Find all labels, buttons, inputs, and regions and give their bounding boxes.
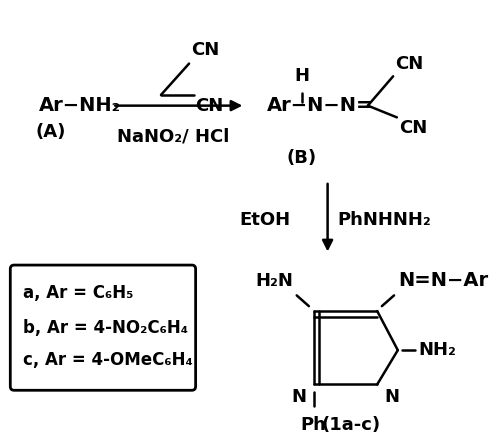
Text: CN: CN [191, 41, 219, 59]
Text: (B): (B) [286, 150, 316, 167]
Text: a, Ar = C₆H₅: a, Ar = C₆H₅ [24, 284, 134, 303]
Text: Ar−N−N=: Ar−N−N= [267, 96, 374, 115]
Text: (1a-c): (1a-c) [322, 416, 380, 435]
Text: N: N [384, 388, 400, 406]
FancyBboxPatch shape [10, 265, 196, 390]
Text: H: H [295, 67, 310, 85]
Text: CN: CN [398, 119, 427, 137]
Text: PhNHNH₂: PhNHNH₂ [337, 211, 430, 229]
Text: NaNO₂/ HCl: NaNO₂/ HCl [117, 128, 230, 146]
Text: b, Ar = 4-NO₂C₆H₄: b, Ar = 4-NO₂C₆H₄ [24, 319, 188, 337]
Text: EtOH: EtOH [239, 211, 290, 229]
Text: H₂N: H₂N [255, 272, 293, 290]
Text: c, Ar = 4-OMeC₆H₄: c, Ar = 4-OMeC₆H₄ [24, 351, 194, 369]
Text: Ph: Ph [300, 416, 326, 434]
Text: NH₂: NH₂ [418, 341, 457, 359]
Text: N=N−Ar: N=N−Ar [398, 270, 488, 290]
Text: CN: CN [395, 55, 423, 73]
Text: N: N [291, 388, 306, 406]
Text: Ar−NH₂: Ar−NH₂ [40, 96, 121, 115]
Text: CN: CN [196, 97, 224, 115]
Text: (A): (A) [36, 123, 66, 141]
